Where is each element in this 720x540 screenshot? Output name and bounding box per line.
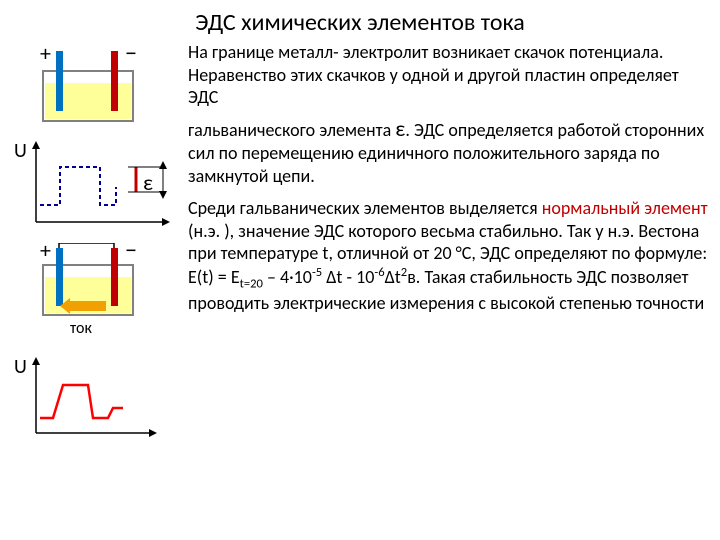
u-label-2: U bbox=[14, 355, 27, 379]
main-content: + − U ε bbox=[0, 41, 720, 454]
graph-svg-2 bbox=[8, 353, 168, 448]
page-title: ЭДС химических элементов тока bbox=[0, 0, 720, 41]
svg-text:−: − bbox=[125, 243, 137, 265]
cell-svg-1: + − bbox=[8, 41, 158, 131]
eps-label-graph: ε bbox=[143, 169, 153, 196]
minus-sign: − bbox=[125, 41, 137, 68]
graph-2: U bbox=[8, 353, 188, 448]
graph-1: U ε bbox=[8, 137, 188, 237]
para4-a: Среди гальванических элементов выделяетс… bbox=[188, 197, 542, 219]
diagrams-column: + − U ε bbox=[8, 41, 188, 454]
para4-red: нормальный элемент bbox=[542, 197, 708, 219]
svg-text:+: + bbox=[40, 243, 51, 264]
u-label-1: U bbox=[14, 139, 27, 163]
epsilon-symbol-inline: ε bbox=[395, 115, 405, 142]
cell-diagram-1: + − bbox=[8, 41, 188, 131]
paragraph-4: Среди гальванических элементов выделяетс… bbox=[188, 197, 712, 314]
para2-b: . bbox=[405, 119, 410, 141]
tok-label: ток bbox=[70, 319, 92, 338]
graph-svg-1 bbox=[8, 137, 183, 237]
plus-sign: + bbox=[40, 41, 51, 67]
paragraph-1: На границе металл- электролит возникает … bbox=[188, 41, 712, 109]
para4-c: (н.э. ), значение ЭДС которого весьма ст… bbox=[188, 220, 707, 265]
para2-a: гальванического элемента bbox=[188, 119, 395, 141]
text-column: На границе металл- электролит возникает … bbox=[188, 41, 712, 454]
cell-diagram-2: ток + − bbox=[8, 243, 188, 347]
paragraph-2-3: гальванического элемента ε. ЭДС определя… bbox=[188, 115, 712, 188]
formula-text: E(t) = Et=20 – 4·10-5 Δt - 10-6Δt2в. bbox=[188, 266, 420, 288]
